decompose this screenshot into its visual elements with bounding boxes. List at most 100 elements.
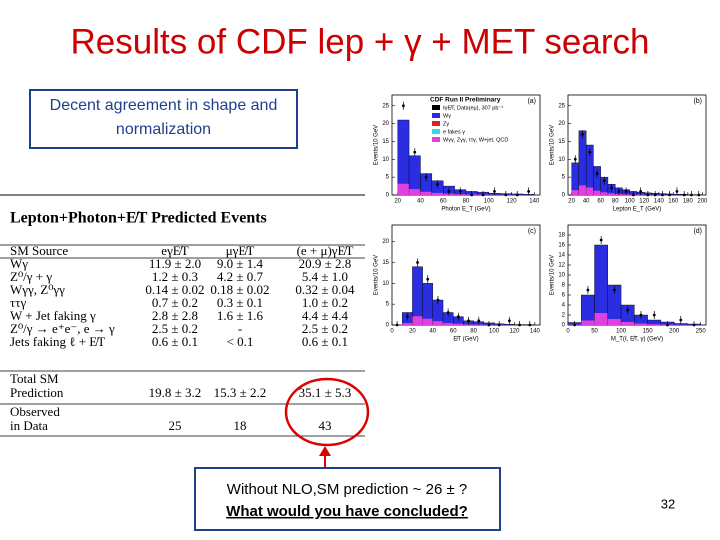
callout-box: [194, 467, 501, 531]
x-tick-label: 180: [683, 199, 694, 205]
table-cell: 1.2 ± 0.3: [152, 269, 198, 284]
data-point: [405, 315, 409, 319]
y-axis-title: Events/10 GeV: [374, 125, 380, 165]
table-cell: 5.4 ± 1.0: [302, 269, 348, 284]
row-label: Jets faking ℓ + E̸T: [10, 334, 105, 349]
panel-label: (c): [528, 228, 536, 235]
table-cell: 11.9 ± 2.0: [149, 256, 201, 271]
y-tick-label: 5: [562, 175, 566, 181]
data-point: [395, 323, 399, 327]
callout-question: What would you have concluded?: [226, 503, 468, 520]
background-bar: [586, 187, 594, 195]
x-tick-label: 140: [529, 199, 540, 205]
x-tick-label: 40: [583, 199, 590, 205]
data-point: [626, 308, 630, 312]
background-bar: [397, 183, 410, 195]
x-tick-label: 20: [394, 199, 401, 205]
y-tick-label: 25: [558, 103, 565, 109]
background-bar: [594, 313, 608, 325]
arrow-head: [319, 446, 331, 456]
row-label: Prediction: [10, 385, 64, 400]
data-point: [515, 193, 519, 197]
y-tick-label: 25: [382, 103, 389, 109]
row-label: Z⁰/γ → e⁺e⁻, e → γ: [10, 321, 115, 336]
data-point: [504, 193, 508, 197]
background-bar: [571, 190, 579, 195]
column-header: eγE̸T: [161, 243, 188, 258]
x-axis-title: Lepton E_T (GeV): [613, 207, 662, 213]
background-bar: [581, 320, 595, 325]
y-tick-label: 15: [558, 139, 565, 145]
background-bar: [420, 191, 432, 195]
column-header: (e + μ)γE̸T: [297, 243, 354, 258]
data-point: [679, 318, 683, 322]
data-point: [617, 190, 621, 193]
y-tick-label: 12: [558, 263, 565, 269]
data-point: [639, 313, 643, 317]
row-label: Total SM: [10, 371, 59, 386]
table-cell: 4.4 ± 4.4: [302, 308, 349, 323]
x-tick-label: 40: [417, 199, 424, 205]
x-tick-label: 60: [450, 329, 457, 335]
data-point: [507, 319, 511, 323]
data-point: [497, 323, 501, 327]
table-cell: 1.6 ± 1.6: [217, 308, 264, 323]
table-title: Lepton+Photon+E̸T Predicted Events: [10, 210, 267, 227]
x-tick-label: 80: [463, 199, 470, 205]
background-bar: [607, 193, 616, 195]
y-axis-title: Events/10 GeV: [374, 255, 380, 295]
x-tick-label: 250: [696, 329, 707, 335]
x-tick-label: 20: [409, 329, 416, 335]
row-label: Wγ: [10, 256, 28, 271]
data-point: [470, 193, 474, 197]
table-cell: 20.9 ± 2.8: [299, 256, 352, 271]
table-cell: 0.6 ± 0.1: [152, 334, 198, 349]
y-tick-label: 8: [562, 283, 566, 289]
y-tick-label: 10: [382, 157, 389, 163]
table-cell: 4.2 ± 0.7: [217, 269, 264, 284]
table-cell: 19.8 ± 3.2: [149, 385, 202, 400]
legend-entry: Wγγ, Zγγ, ττγ, W+jet, QCD: [443, 137, 508, 143]
data-point: [446, 311, 450, 314]
data-point: [436, 298, 440, 302]
background-bar: [600, 192, 608, 195]
background-bar: [443, 323, 454, 325]
data-point: [675, 190, 679, 193]
background-bar: [422, 318, 433, 325]
y-tick-label: 10: [558, 273, 565, 279]
x-tick-label: 40: [429, 329, 436, 335]
y-tick-label: 0: [562, 193, 566, 199]
page-number: 32: [661, 496, 675, 511]
y-axis-title: Events/10 GeV: [550, 255, 556, 295]
data-point: [413, 150, 417, 154]
panel-label: (b): [693, 98, 702, 105]
data-point: [573, 157, 577, 161]
data-point: [602, 179, 606, 183]
x-tick-label: 100: [484, 199, 495, 205]
y-tick-label: 14: [558, 253, 565, 259]
table-cell: 0.18 ± 0.02: [210, 282, 269, 297]
data-point: [661, 193, 664, 197]
table-cell: 43: [319, 418, 332, 433]
y-tick-label: 5: [386, 175, 390, 181]
column-header: μγE̸T: [226, 243, 255, 258]
x-axis-title: Photon E_T (GeV): [441, 207, 490, 213]
x-tick-label: 50: [591, 329, 598, 335]
y-tick-label: 15: [382, 139, 389, 145]
note-box: [29, 89, 298, 149]
x-tick-label: 80: [470, 329, 477, 335]
x-tick-label: 80: [612, 199, 619, 205]
data-point: [690, 193, 693, 197]
table-cell: 2.5 ± 0.2: [152, 321, 198, 336]
data-point: [668, 193, 672, 197]
row-label: in Data: [10, 418, 48, 433]
legend-entry: Zγ: [443, 121, 449, 127]
row-label: Z⁰/γ + γ: [10, 269, 52, 284]
highlight-oval: [284, 377, 370, 447]
data-point: [586, 288, 590, 292]
legend-entry: e fakes γ: [443, 129, 465, 135]
data-point: [447, 190, 451, 193]
callout-text: Without NLO,SM prediction ~ 26 ± ?: [227, 481, 467, 498]
legend-swatch: [432, 129, 440, 134]
